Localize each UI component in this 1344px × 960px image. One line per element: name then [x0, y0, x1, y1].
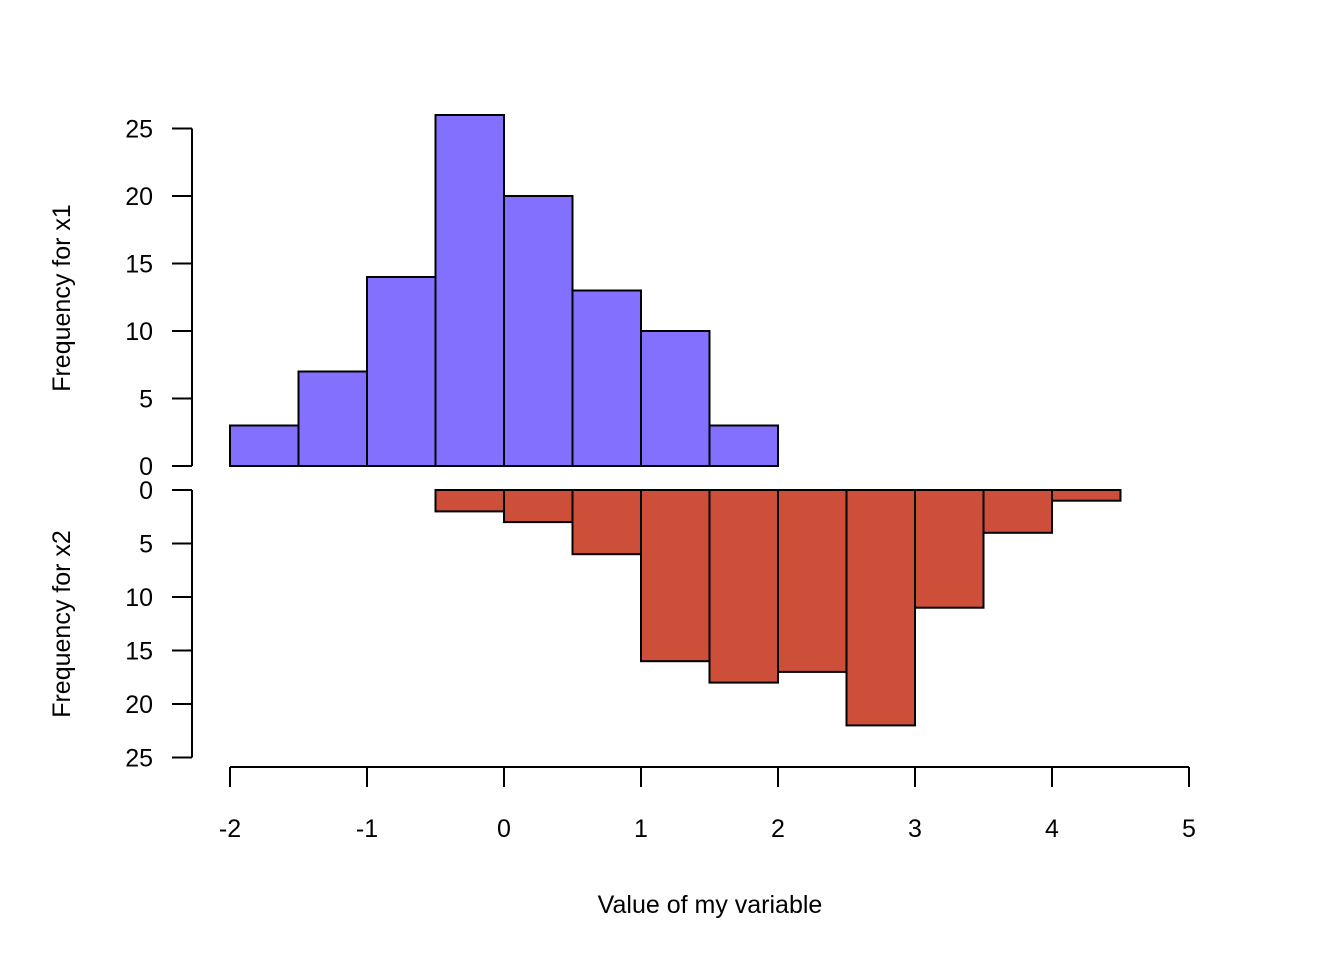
x-tick-label: -1 — [356, 815, 378, 843]
x-tick-label: 0 — [497, 815, 511, 843]
bottom-bar — [777, 489, 848, 673]
bottom-y-tick-label: 5 — [139, 531, 153, 559]
x-tick-label: 1 — [634, 815, 648, 843]
top-histogram-panel: 0 5 10 15 20 25 — [125, 114, 779, 481]
x-tick-label: 5 — [1182, 815, 1196, 843]
x-tick-label: 4 — [1045, 815, 1059, 843]
top-bar — [503, 195, 574, 467]
top-y-tick-label: 5 — [139, 386, 153, 414]
top-bar — [640, 330, 711, 467]
bottom-y-axis-title: Frequency for x2 — [48, 530, 76, 718]
bottom-bar — [845, 489, 916, 727]
top-bar — [297, 370, 368, 467]
top-bar — [571, 289, 642, 467]
bottom-bar — [434, 489, 505, 513]
top-bar — [434, 114, 505, 467]
x-axis-title: Value of my variable — [598, 891, 823, 919]
x-tick-label: 2 — [771, 815, 785, 843]
bottom-bar — [571, 489, 642, 556]
bottom-y-tick-label: 10 — [125, 584, 153, 612]
bottom-y-tick-label: 25 — [125, 745, 153, 773]
top-y-tick-label: 10 — [125, 318, 153, 346]
top-bar — [708, 424, 779, 467]
bottom-bar — [914, 489, 985, 609]
top-y-axis-title: Frequency for x1 — [48, 204, 76, 392]
x-tick-label: -2 — [219, 815, 241, 843]
top-bar — [229, 424, 300, 467]
bottom-y-tick-label: 15 — [125, 638, 153, 666]
x-tick-label: 3 — [908, 815, 922, 843]
top-y-tick-label: 25 — [125, 116, 153, 144]
top-y-tick-label: 20 — [125, 183, 153, 211]
bottom-y-tick-label: 0 — [139, 477, 153, 505]
bottom-y-tick-label: 20 — [125, 691, 153, 719]
bottom-histogram-panel: 0 5 10 15 20 25 — [125, 477, 1122, 773]
bottom-bar — [503, 489, 574, 524]
bottom-bar — [1051, 489, 1122, 502]
top-y-tick-label: 15 — [125, 251, 153, 279]
x-axis: -2 -1 0 1 2 3 4 5 — [219, 766, 1196, 843]
top-bar — [366, 276, 437, 467]
top-y-tick-label: 0 — [139, 453, 153, 481]
bottom-bar — [982, 489, 1053, 534]
bottom-bar — [708, 489, 779, 684]
bottom-bar — [640, 489, 711, 663]
